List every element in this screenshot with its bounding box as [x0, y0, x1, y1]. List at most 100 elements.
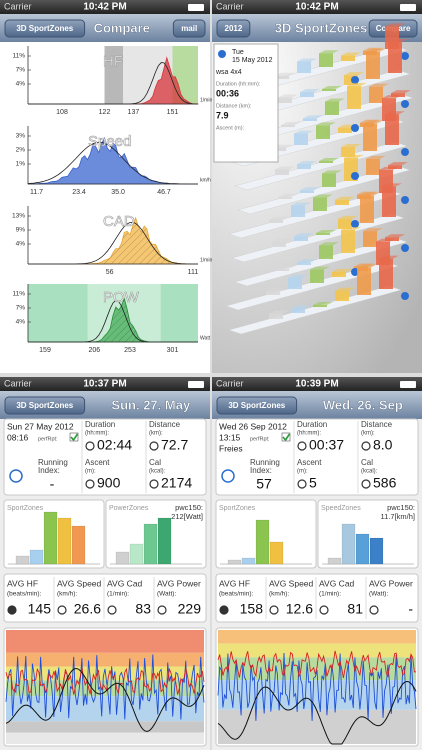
- sport-icon: [351, 220, 359, 228]
- bar-3d-front: [278, 97, 292, 103]
- pwc-value: 11.7[km/h]: [381, 512, 415, 521]
- x-tick-label: 137: [128, 109, 140, 116]
- x-tick-label: 56: [106, 269, 114, 276]
- bar-3d-top: [313, 302, 333, 305]
- bar-3d-top: [275, 166, 295, 170]
- popup-day: Tue: [232, 49, 244, 56]
- x-tick-label: 206: [88, 347, 100, 354]
- zone-bar: [129, 543, 144, 565]
- perf-checkbox[interactable]: [69, 432, 79, 442]
- avg-value: 81: [347, 601, 363, 617]
- bar-3d-front: [297, 262, 311, 265]
- field-unit: (kcal):: [149, 469, 166, 475]
- bar-3d-front: [310, 269, 324, 283]
- avg-unit: (km/h):: [269, 591, 289, 598]
- chart-label: HF: [103, 53, 123, 70]
- bar-3d-front: [269, 219, 283, 223]
- avg-icon: [107, 605, 117, 615]
- bar-3d-top: [278, 194, 298, 197]
- zone-band: [104, 46, 124, 104]
- battery: [188, 4, 204, 11]
- zone-bar: [157, 517, 172, 565]
- bar-3d-front: [266, 291, 280, 295]
- back-button[interactable]: [4, 396, 86, 415]
- field-label: Ascent: [297, 458, 322, 467]
- bar-3d-front: [322, 173, 336, 187]
- bar-3d-top: [335, 196, 355, 200]
- action-button[interactable]: [172, 19, 206, 38]
- back-button[interactable]: [4, 19, 86, 38]
- y-tick-label: 9%: [16, 227, 26, 234]
- perf-checkbox[interactable]: [281, 432, 291, 442]
- activity-date: Wed 26 Sep 2012: [219, 421, 287, 431]
- bar-3d-front: [363, 231, 377, 247]
- back-button-label: 3D SportZones: [228, 401, 285, 410]
- y-tick-label: 3%: [16, 133, 26, 140]
- bar-3d-top: [325, 98, 345, 102]
- zone-band: [6, 630, 204, 653]
- avg-unit: (1/min):: [319, 591, 341, 598]
- trace: [217, 652, 417, 721]
- bar-3d-top: [388, 39, 408, 43]
- bar-3d-top: [366, 155, 386, 159]
- bar-3d-top: [303, 115, 323, 119]
- field-value: 57: [256, 476, 272, 492]
- bar-3d-top: [316, 122, 336, 126]
- bar-3d-top: [385, 234, 405, 238]
- zone-band: [218, 643, 416, 658]
- carrier: Carrier: [216, 1, 244, 11]
- zone-bar: [227, 559, 242, 565]
- back-button-label: 3D SportZones: [16, 24, 73, 33]
- bar-3d-top: [335, 287, 355, 291]
- field-icon: [297, 479, 307, 489]
- bar-3d-front: [391, 93, 405, 97]
- zone-bar: [241, 557, 256, 565]
- chart-label: POW: [103, 289, 140, 306]
- bar-3d-top: [332, 268, 352, 272]
- popup: [213, 43, 279, 163]
- carrier: Carrier: [4, 378, 32, 388]
- chart-label: CAD: [103, 213, 135, 230]
- compare-curve: [27, 141, 198, 185]
- clock: 10:37 PM: [83, 379, 126, 390]
- y-tick-label: 4%: [16, 319, 26, 326]
- field-unit: (m):: [297, 469, 308, 475]
- bar-3d-top: [300, 88, 320, 92]
- bar-3d-front: [357, 267, 371, 295]
- bar-3d-front: [385, 114, 399, 145]
- sport-icon: [401, 292, 409, 300]
- field-label: Cal: [361, 458, 373, 467]
- bar-3d-top: [376, 238, 396, 242]
- carrier: Carrier: [216, 378, 244, 388]
- bar-3d-front: [335, 199, 349, 205]
- y-tick-label: 7%: [16, 67, 26, 74]
- bar-3d-top: [363, 120, 383, 124]
- bar-3d-top: [379, 166, 399, 170]
- battery: [188, 381, 204, 388]
- back-button[interactable]: [216, 396, 298, 415]
- y-tick-label: 4%: [16, 81, 26, 88]
- field-label: Distance: [149, 420, 181, 429]
- x-tick-label: 23.4: [72, 189, 86, 196]
- bar-3d-top: [385, 23, 405, 27]
- perf-label: perfRpt:: [38, 436, 58, 442]
- bar-3d-front: [332, 271, 346, 277]
- bar-3d-top: [344, 72, 364, 76]
- back-button[interactable]: [216, 19, 251, 38]
- bar-3d-top: [278, 94, 298, 98]
- x-tick-label: 111: [188, 269, 199, 276]
- bar-3d-front: [319, 53, 333, 67]
- avg-value: 158: [240, 601, 264, 617]
- field-label: Distance: [361, 420, 393, 429]
- field-value: 8.0: [373, 437, 393, 453]
- bar-3d-front: [269, 313, 283, 319]
- bar-3d-front: [275, 269, 289, 271]
- bar-3d-top: [385, 111, 405, 115]
- avg-label: AVG HF: [7, 578, 38, 588]
- bar-3d-top: [288, 274, 308, 278]
- perf-label: perfRpt:: [250, 436, 270, 442]
- zone-bar: [255, 519, 270, 565]
- bar-3d-front: [291, 308, 305, 313]
- bar-3d-front: [291, 205, 305, 217]
